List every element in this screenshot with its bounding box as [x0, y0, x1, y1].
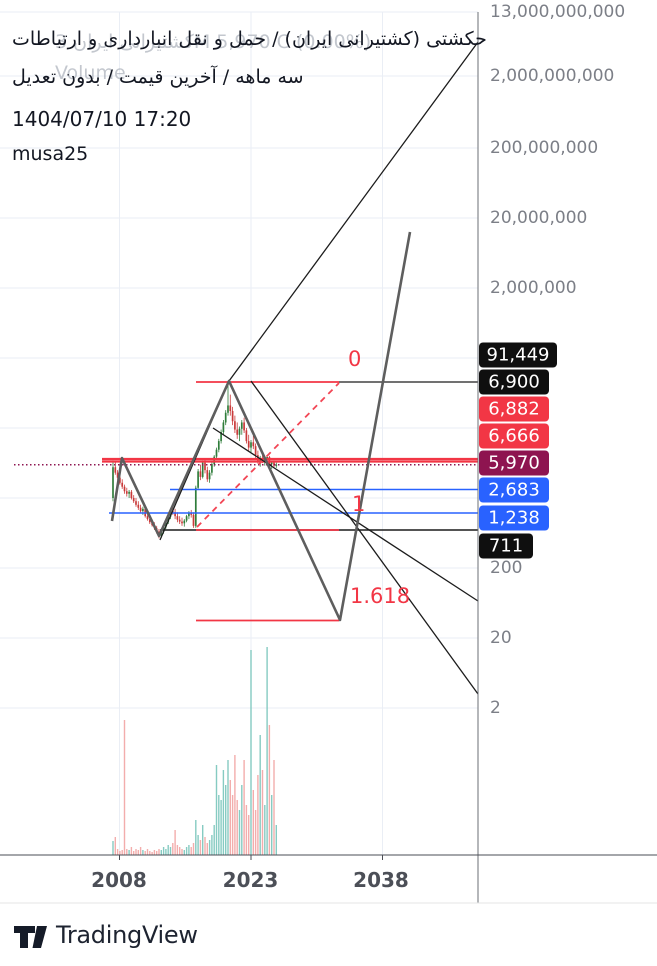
price-badge: 5,970	[479, 450, 549, 476]
price-badge: 1,238	[479, 505, 549, 531]
price-axis-tick: 200	[490, 558, 523, 578]
price-axis-tick: 13,000,000,000	[490, 2, 626, 22]
ghost-volume-label: Volume	[55, 62, 126, 84]
time-axis-tick: 2023	[222, 868, 279, 892]
trendline-down-upper[interactable]	[212, 427, 479, 602]
tradingview-logo-icon[interactable]	[13, 922, 49, 952]
price-badge: 6,882	[479, 396, 549, 422]
tradingview-wordmark[interactable]: TradingView	[56, 921, 198, 949]
price-badge: 6,900	[479, 369, 549, 395]
price-axis-tick: 20,000,000	[490, 208, 588, 228]
ghost-legend-text: کشتیرانی ایران 3M 5,970 C (0.00%)	[55, 31, 372, 53]
trendline-long-up[interactable]	[228, 41, 479, 382]
fib-level-label: 1	[352, 492, 366, 516]
price-axis-tick: 2,000,000,000	[490, 66, 615, 86]
price-axis-tick: 20	[490, 628, 512, 648]
price-badge: 6,666	[479, 423, 549, 449]
chart-username: musa25	[12, 143, 89, 165]
time-axis-tick: 2038	[353, 868, 409, 892]
trendline-down-lower[interactable]	[250, 380, 479, 695]
time-axis-tick: 2008	[91, 868, 147, 892]
fib-level-label: 0	[348, 347, 362, 371]
chart-title: حکشتی (کشتیرانی ایران) / حمل و نقل انبار…	[12, 28, 487, 50]
price-badge: 2,683	[479, 477, 549, 503]
volume-bars	[112, 647, 277, 855]
price-axis-tick: 2	[490, 698, 501, 718]
price-axis-tick: 2,000,000	[490, 278, 577, 298]
price-badge: 711	[479, 533, 533, 559]
chart-datetime: 1404/07/10 17:20	[12, 107, 192, 131]
fib-diagonal-line[interactable]	[196, 382, 340, 528]
price-axis-tick: 200,000,000	[490, 138, 599, 158]
price-badge: 91,449	[479, 342, 557, 368]
chart-drawings[interactable]	[14, 41, 479, 695]
chart-subtitle: سه ماهه / آخرین قیمت / بدون تعدیل	[12, 66, 304, 88]
axis-borders	[0, 12, 657, 904]
fib-level-label: 1.618	[350, 584, 411, 608]
zigzag-wave-drawing[interactable]	[110, 231, 412, 622]
